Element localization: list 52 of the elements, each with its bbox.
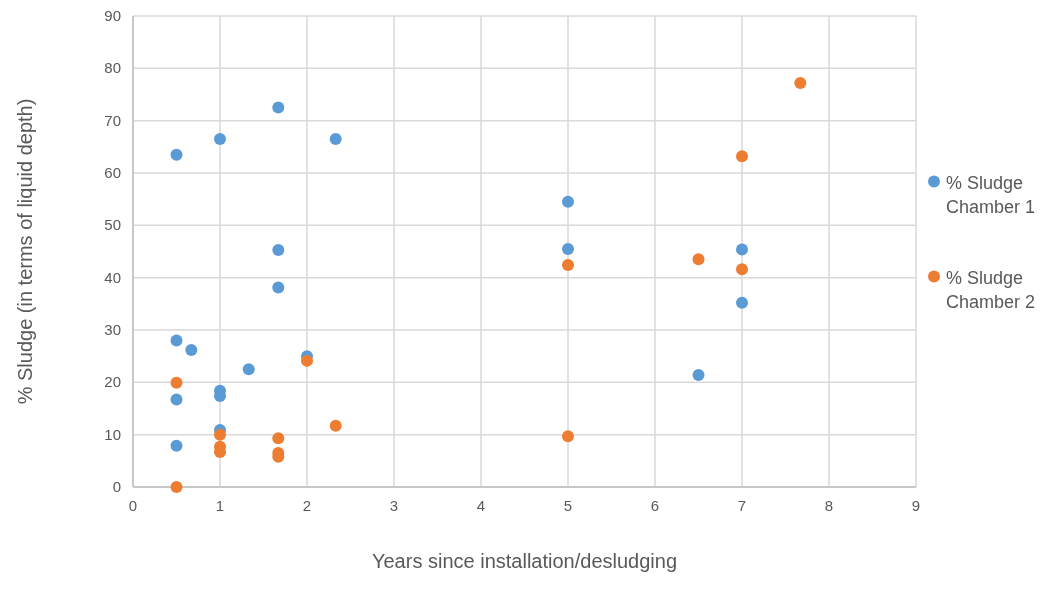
y-tick-label: 60	[104, 164, 121, 181]
y-tick-label: 70	[104, 111, 121, 129]
x-tick-label: 7	[737, 497, 747, 514]
point	[562, 242, 574, 255]
x-tick-label: 6	[650, 497, 660, 514]
point	[214, 132, 226, 145]
point	[185, 343, 198, 356]
x-tick-label: 2	[302, 497, 312, 514]
y-tick-label: 50	[104, 216, 121, 234]
point	[170, 148, 183, 161]
x-tick-label: 8	[824, 497, 834, 514]
legend-label: % Sludge Chamber 1	[946, 172, 1036, 217]
x-tick-label: 0	[128, 497, 138, 514]
x-tick-label: 4	[476, 497, 486, 514]
legend-label: % Sludge Chamber 2	[946, 267, 1036, 312]
point	[272, 281, 285, 294]
point	[272, 243, 285, 256]
point	[272, 432, 285, 445]
x-tick-label: 9	[911, 497, 921, 514]
point	[242, 363, 255, 376]
x-tick-label: 3	[389, 497, 399, 514]
point	[562, 195, 574, 208]
point	[736, 150, 748, 163]
point	[170, 393, 183, 406]
point	[736, 263, 748, 276]
x-axis-title: Years since installation/desludging	[371, 550, 678, 572]
point	[170, 439, 183, 452]
y-tick-label: 80	[104, 59, 121, 77]
point	[214, 428, 226, 441]
x-tick-label: 5	[563, 497, 573, 514]
y-tick-label: 10	[104, 425, 121, 443]
y-tick-label: 0	[112, 478, 121, 495]
point	[562, 259, 574, 272]
point	[329, 132, 342, 145]
point	[736, 296, 748, 309]
point	[272, 101, 285, 114]
point	[692, 369, 705, 382]
y-tick-label: 40	[104, 268, 121, 286]
point	[562, 430, 574, 443]
x-tick-label: 1	[215, 497, 225, 514]
y-tick-label: 20	[104, 373, 121, 391]
point	[692, 253, 705, 266]
y-tick-label: 90	[104, 7, 121, 24]
y-tick-label: 30	[104, 321, 121, 338]
point	[170, 334, 183, 347]
point	[170, 481, 183, 493]
point	[170, 376, 183, 389]
point	[329, 419, 342, 432]
point	[736, 243, 748, 256]
y-axis-title: % Sludge (in terms of liquid depth)	[14, 98, 36, 405]
point	[794, 76, 807, 89]
point	[301, 354, 313, 367]
